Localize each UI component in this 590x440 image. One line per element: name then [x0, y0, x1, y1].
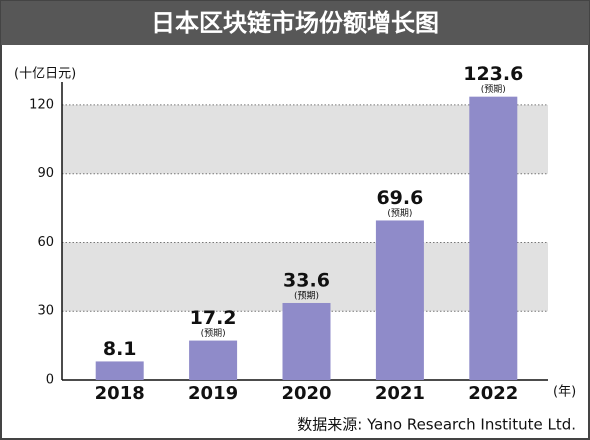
- y-tick-label: 0: [46, 373, 54, 388]
- y-tick-label: 30: [37, 304, 54, 319]
- title-bar: [1, 1, 589, 45]
- y-axis-label: (十亿日元): [14, 67, 76, 82]
- x-tick-label: 2019: [188, 383, 238, 404]
- y-tick-label: 90: [37, 166, 54, 181]
- value-note: (预期): [481, 84, 506, 95]
- value-label: 17.2: [190, 307, 237, 329]
- x-tick-label: 2020: [281, 383, 331, 404]
- x-tick-label: 2022: [468, 383, 518, 404]
- value-note: (预期): [201, 328, 226, 339]
- x-tick-label: 2018: [95, 383, 145, 404]
- value-label: 123.6: [463, 63, 523, 85]
- chart-title: 日本区块链市场份额增长图: [151, 9, 439, 37]
- bar: [282, 302, 331, 380]
- x-axis-label: (年): [553, 385, 576, 400]
- value-note: (预期): [294, 290, 319, 301]
- source: 数据来源: Yano Research Institute Ltd.: [297, 416, 576, 434]
- y-tick-label: 120: [29, 97, 54, 112]
- bar: [95, 361, 144, 380]
- value-label: 33.6: [283, 269, 330, 291]
- grid-band: [62, 242, 548, 312]
- bar: [375, 220, 424, 380]
- value-label: 69.6: [376, 187, 423, 209]
- bar: [189, 340, 238, 380]
- x-tick-label: 2021: [375, 383, 425, 404]
- grid-band: [62, 104, 548, 174]
- bar: [469, 96, 518, 380]
- y-tick-label: 60: [37, 235, 54, 250]
- value-label: 8.1: [103, 338, 137, 360]
- value-note: (预期): [387, 208, 412, 219]
